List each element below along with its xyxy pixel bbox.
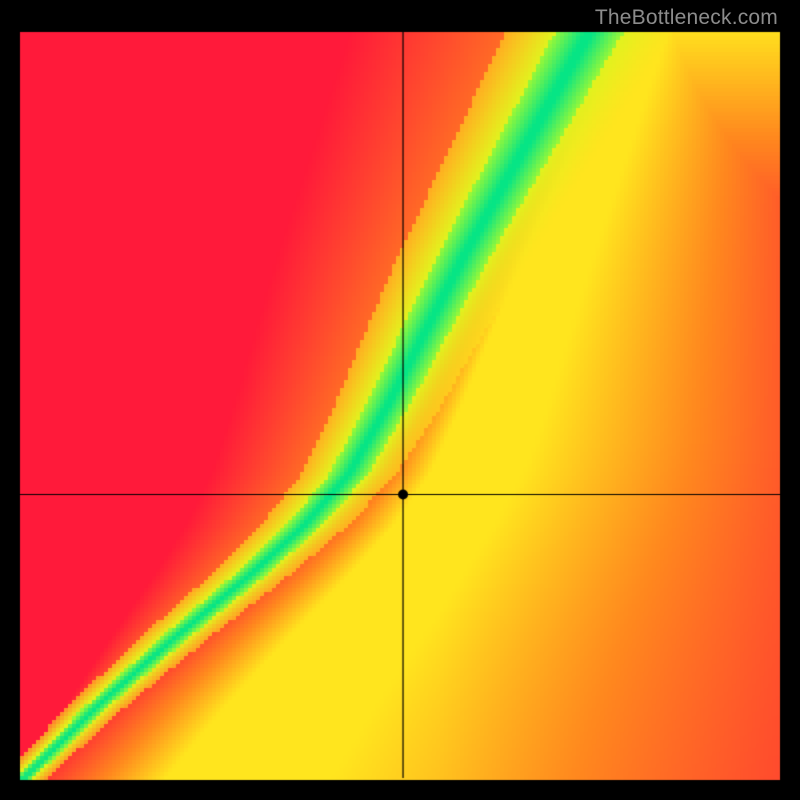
chart-container: TheBottleneck.com: [0, 0, 800, 800]
bottleneck-heatmap-canvas: [0, 0, 800, 800]
watermark-text: TheBottleneck.com: [595, 6, 778, 30]
